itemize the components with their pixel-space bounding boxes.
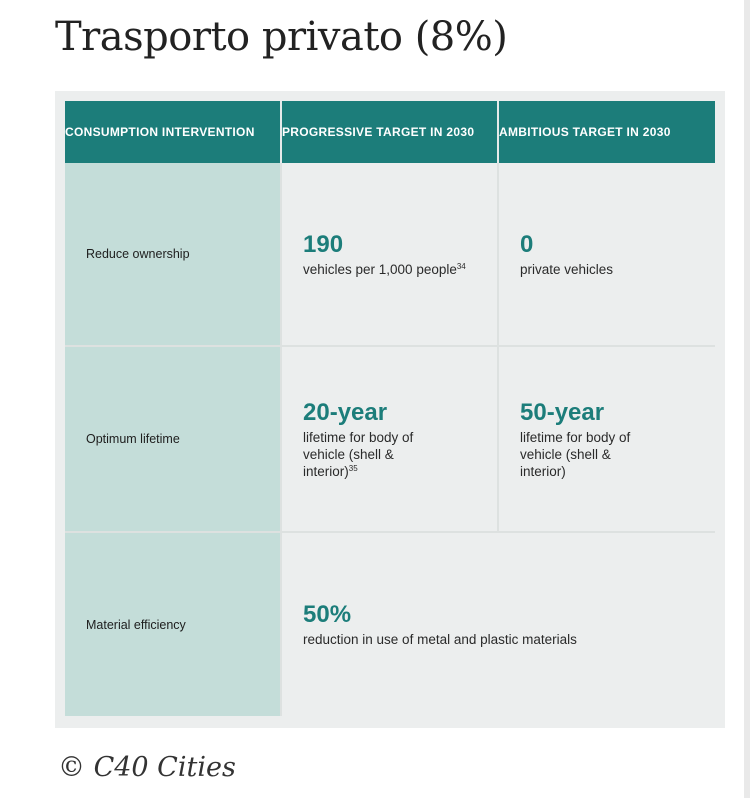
page-edge <box>744 0 750 798</box>
target-value: 20-year <box>303 398 388 426</box>
row-label: Material efficiency <box>65 531 281 716</box>
target-value: 50% <box>303 601 352 628</box>
target-value: 0 <box>520 230 534 258</box>
header-progressive-target: PROGRESSIVE TARGET IN 2030 <box>280 101 498 163</box>
table-row: Reduce ownership 190 vehicles per 1,000 … <box>65 163 715 346</box>
header-consumption-intervention: CONSUMPTION INTERVENTION <box>65 101 281 163</box>
table-panel: CONSUMPTION INTERVENTION PROGRESSIVE TAR… <box>55 91 725 728</box>
target-description: vehicles per 1,000 people34 <box>303 261 466 277</box>
table-header-row: CONSUMPTION INTERVENTION PROGRESSIVE TAR… <box>65 101 715 163</box>
ambitious-cell: 0 private vehicles <box>497 163 715 346</box>
target-description: private vehicles <box>520 261 614 277</box>
progressive-cell: 20-year lifetime for body of vehicle (sh… <box>280 345 498 532</box>
progressive-cell: 190 vehicles per 1,000 people34 <box>280 163 498 346</box>
header-ambitious-target: AMBITIOUS TARGET IN 2030 <box>497 101 715 163</box>
footnote-ref: 35 <box>348 463 358 473</box>
row-label: Reduce ownership <box>65 163 281 346</box>
targets-table: CONSUMPTION INTERVENTION PROGRESSIVE TAR… <box>65 101 715 716</box>
footnote-ref: 34 <box>456 261 466 271</box>
ambitious-cell: 50-year lifetime for body of vehicle (sh… <box>497 345 715 532</box>
target-value: 190 <box>303 230 344 258</box>
combined-target-cell: 50% reduction in use of metal and plasti… <box>280 531 715 716</box>
page-title: Trasporto privato (8%) <box>55 14 508 60</box>
target-description: lifetime for body of vehicle (shell & in… <box>303 429 414 479</box>
target-description: reduction in use of metal and plastic ma… <box>303 632 577 647</box>
row-label: Optimum lifetime <box>65 345 281 532</box>
table-row: Material efficiency 50% reduction in use… <box>65 531 715 716</box>
target-value: 50-year <box>520 398 605 426</box>
copyright-caption: © C40 Cities <box>58 752 236 783</box>
table-row: Optimum lifetime 20-year lifetime for bo… <box>65 345 715 532</box>
target-description: lifetime for body of vehicle (shell & in… <box>520 429 631 479</box>
